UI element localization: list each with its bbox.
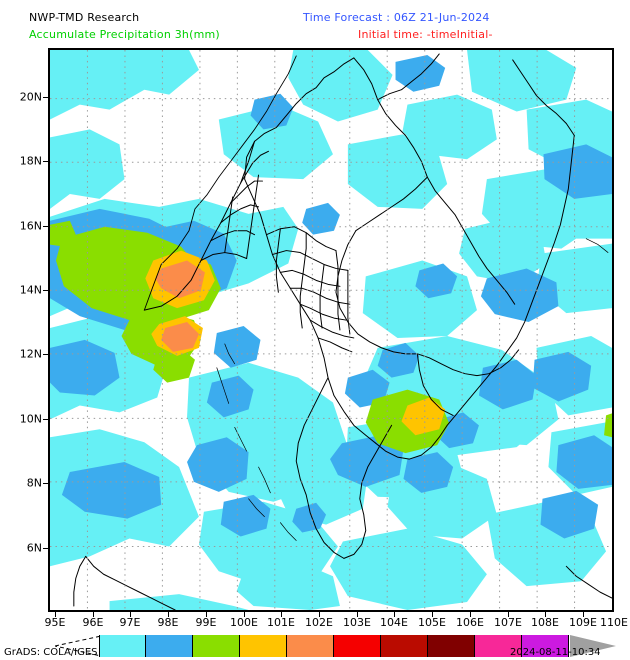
lon-tick-100E: 100E [230, 616, 258, 629]
lon-tick-108E: 108E [531, 616, 559, 629]
colorbar-label-75: 75 [376, 658, 390, 660]
lon-tick-109E: 109E [569, 616, 597, 629]
lat-tick-6N: 6N [26, 541, 42, 555]
lon-tick-mark [93, 612, 94, 617]
colorbar-cell-8[interactable] [428, 635, 475, 657]
lon-tick-mark [508, 612, 509, 617]
lat-tick-10N: 10N [19, 412, 42, 426]
colorbar-cell-1[interactable] [99, 635, 146, 657]
colorbar-cell-9[interactable] [475, 635, 522, 657]
lon-tick-98E: 98E [157, 616, 179, 629]
lat-tick-mark [43, 290, 48, 291]
lon-tick-mark [470, 612, 471, 617]
lat-tick-mark [43, 161, 48, 162]
lat-tick-14N: 14N [19, 283, 42, 297]
colorbar-label-20: 20 [235, 658, 249, 660]
initial-time-label: Initial time: -timeInitial- [358, 28, 493, 41]
colorbar-cell-5[interactable] [287, 635, 334, 657]
run-timestamp-label: 2024-08-11-10:34 [510, 647, 601, 658]
precipitation-map-svg [50, 50, 612, 610]
lon-tick-101E: 101E [267, 616, 295, 629]
lon-tick-mark [130, 612, 131, 617]
lat-tick-16N: 16N [19, 219, 42, 233]
lon-tick-mark [583, 612, 584, 617]
colorbar-label-10: 10 [188, 658, 202, 660]
administrative-boundaries [73, 53, 612, 610]
colorbar-left-taper [55, 635, 101, 657]
lon-tick-mark [432, 612, 433, 617]
grads-credit-label: GrADS: COLA/IGES [4, 647, 98, 658]
map-plot-area[interactable] [48, 48, 614, 612]
lon-tick-97E: 97E [119, 616, 141, 629]
lat-tick-mark [43, 226, 48, 227]
lat-tick-12N: 12N [19, 347, 42, 361]
colorbar-label-5: 5 [145, 658, 152, 660]
precip-band-5 [155, 260, 205, 352]
lon-tick-mark [244, 612, 245, 617]
lon-tick-mark [394, 612, 395, 617]
lat-tick-mark [43, 97, 48, 98]
precipitation-colorbar[interactable]: 1 5 10 20 35.1 55 75 90.1 120 140 204 [0, 630, 630, 660]
colorbar-label-35: 35.1 [277, 658, 302, 660]
forecast-time-label: Time Forecast : 06Z 21-Jun-2024 [303, 11, 490, 24]
colorbar-swatches[interactable] [99, 635, 569, 657]
lon-tick-104E: 104E [380, 616, 408, 629]
colorbar-right-taper [570, 635, 616, 657]
colorbar-label-140: 140 [514, 658, 535, 660]
lon-tick-96E: 96E [82, 616, 104, 629]
lon-tick-99E: 99E [195, 616, 217, 629]
lat-tick-mark [43, 548, 48, 549]
lon-tick-95E: 95E [44, 616, 66, 629]
lon-tick-mark [55, 612, 56, 617]
lat-tick-20N: 20N [19, 90, 42, 104]
colorbar-cell-2[interactable] [146, 635, 193, 657]
map-canvas [50, 50, 612, 610]
colorbar-label-120: 120 [467, 658, 488, 660]
lon-tick-mark [206, 612, 207, 617]
lon-tick-106E: 106E [456, 616, 484, 629]
model-title: NWP-TMD Research [29, 11, 140, 24]
colorbar-label-1: 1 [98, 658, 105, 660]
lon-tick-102E: 102E [305, 616, 333, 629]
lat-tick-mark [43, 354, 48, 355]
colorbar-cell-3[interactable] [193, 635, 240, 657]
lon-tick-mark [281, 612, 282, 617]
lat-tick-18N: 18N [19, 154, 42, 168]
colorbar-cell-6[interactable] [334, 635, 381, 657]
lat-tick-mark [43, 483, 48, 484]
field-title: Accumulate Precipitation 3h(mm) [29, 28, 220, 41]
lon-tick-105E: 105E [418, 616, 446, 629]
lon-tick-mark [319, 612, 320, 617]
colorbar-label-55: 55 [329, 658, 343, 660]
lon-tick-mark [357, 612, 358, 617]
lon-tick-mark [545, 612, 546, 617]
lat-lon-gridlines [50, 50, 612, 610]
lon-tick-103E: 103E [343, 616, 371, 629]
colorbar-label-204: 204 [561, 658, 582, 660]
colorbar-label-90: 90.1 [418, 658, 443, 660]
lon-tick-107E: 107E [494, 616, 522, 629]
colorbar-cell-4[interactable] [240, 635, 287, 657]
colorbar-cell-10[interactable] [522, 635, 569, 657]
lat-tick-8N: 8N [26, 476, 42, 490]
lon-tick-mark [168, 612, 169, 617]
lat-tick-mark [43, 419, 48, 420]
colorbar-cell-7[interactable] [381, 635, 428, 657]
lon-tick-110E: 110E [600, 616, 628, 629]
